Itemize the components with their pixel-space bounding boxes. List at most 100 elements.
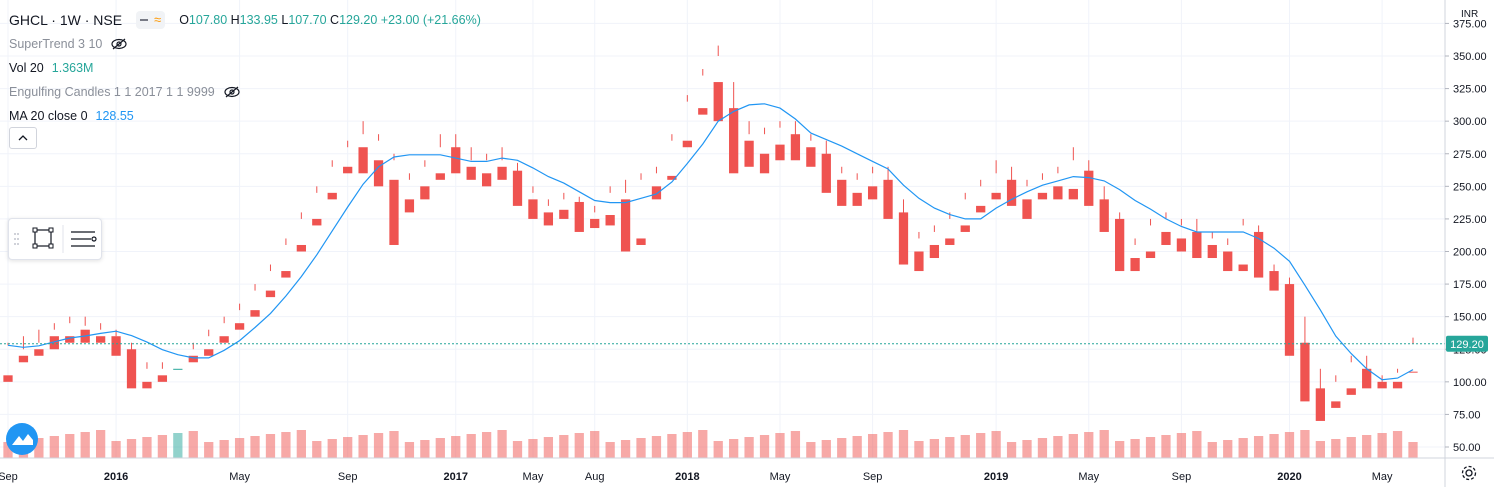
candle <box>945 212 955 245</box>
candle <box>898 199 909 265</box>
candle-body <box>96 336 106 343</box>
volume-bar <box>1084 432 1094 458</box>
time-tick-label: 2017 <box>444 471 468 483</box>
candle <box>744 121 754 167</box>
candle-body <box>497 166 507 180</box>
volume-bar <box>991 431 1001 458</box>
price-tick-label: 250.00 <box>1453 181 1487 193</box>
chart-style-pill[interactable]: ≈ <box>136 11 166 29</box>
candle-body <box>157 375 168 382</box>
candle-body <box>945 238 955 245</box>
candle-body <box>1006 179 1017 206</box>
candle-body <box>543 212 554 226</box>
time-tick-label: 2018 <box>675 471 699 483</box>
candle-body <box>729 108 739 174</box>
candle <box>420 160 430 200</box>
volume-bar <box>481 432 492 458</box>
candle-body <box>759 153 770 174</box>
candle-body <box>651 186 662 200</box>
candle-body <box>466 166 476 180</box>
candle-body <box>1392 381 1403 389</box>
volume-bar <box>945 437 955 458</box>
candle-body <box>1099 199 1109 232</box>
candle-body <box>1130 258 1140 272</box>
eye-hidden-icon[interactable] <box>223 86 241 98</box>
candle-body <box>976 205 986 213</box>
volume-bar <box>1362 435 1372 458</box>
volume-bar <box>435 438 445 458</box>
volume-bar <box>605 442 615 458</box>
candle <box>111 329 121 356</box>
volume-bar <box>543 437 554 458</box>
candle-body <box>1223 251 1233 272</box>
candle <box>1176 218 1187 252</box>
candle <box>389 153 399 245</box>
volume-bar <box>667 434 677 458</box>
volume-bar <box>1331 439 1341 458</box>
settings-lines-icon[interactable] <box>71 231 97 247</box>
volume-bar <box>34 438 44 458</box>
candle-body <box>837 179 847 206</box>
candle <box>837 166 847 206</box>
svg-text:129.20: 129.20 <box>1450 339 1484 351</box>
volume-bar <box>281 432 291 458</box>
volume-bar <box>358 435 368 458</box>
candle-body <box>1238 264 1248 272</box>
time-tick-label: Sep <box>0 471 18 483</box>
candle <box>1037 173 1048 200</box>
volume-bar <box>929 439 940 458</box>
time-tick-label: 2016 <box>104 471 128 483</box>
candle <box>698 69 708 115</box>
indicator-vol[interactable]: Vol 20 <box>9 61 44 75</box>
symbol-title[interactable]: GHCL · 1W · NSE <box>9 12 123 28</box>
collapse-legend-button[interactable] <box>9 127 37 149</box>
volume-bar <box>682 432 692 458</box>
currency-label: INR <box>1461 9 1479 20</box>
rectangle-tool-icon[interactable] <box>32 227 54 249</box>
candle <box>852 173 862 206</box>
candle <box>404 173 415 213</box>
candle-body <box>775 144 785 161</box>
time-tick-label: 2020 <box>1277 471 1301 483</box>
indicator-engulfing[interactable]: Engulfing Candles 1 1 2017 1 1 9999 <box>9 85 215 99</box>
candle <box>991 160 1001 200</box>
volume-bar <box>1161 435 1171 458</box>
volume-bar <box>574 433 584 458</box>
candle <box>775 121 785 161</box>
candle <box>713 45 723 122</box>
candle <box>605 186 615 226</box>
volume-bar <box>1099 430 1109 458</box>
candle <box>682 95 692 148</box>
candle-body <box>1331 401 1341 408</box>
time-axis[interactable]: Sep 2016 May Sep 2017 May Aug 2018 May Sep 2019 May… <box>0 471 1393 483</box>
price-tick-label: 150.00 <box>1453 312 1487 324</box>
last-price-label: 129.20 <box>1446 335 1488 352</box>
candle <box>1022 179 1032 219</box>
volume-bar <box>1130 439 1140 458</box>
volume-bar <box>1037 438 1048 458</box>
indicator-ma[interactable]: MA 20 close 0 <box>9 109 88 123</box>
volume-bar <box>327 439 337 458</box>
candle-body <box>173 368 183 370</box>
candle-body <box>234 323 245 330</box>
candle-body <box>1346 388 1356 395</box>
candle <box>1130 238 1140 272</box>
indicator-supertrend[interactable]: SuperTrend 3 10 <box>9 37 103 51</box>
volume-bar <box>1253 436 1264 458</box>
candle-body <box>1300 342 1310 402</box>
volume-bar <box>867 434 878 458</box>
gear-icon[interactable] <box>1460 464 1478 482</box>
volume-bar <box>852 436 862 458</box>
price-tick-label: 350.00 <box>1453 51 1487 63</box>
candle-body <box>327 192 337 200</box>
volume-bar <box>451 436 461 458</box>
candle-body <box>574 201 584 232</box>
candle <box>65 316 75 343</box>
volume-bar <box>528 439 538 458</box>
volume-bar <box>775 433 785 458</box>
candle <box>1161 212 1171 245</box>
eye-hidden-icon[interactable] <box>110 38 128 50</box>
candle <box>1053 166 1063 200</box>
